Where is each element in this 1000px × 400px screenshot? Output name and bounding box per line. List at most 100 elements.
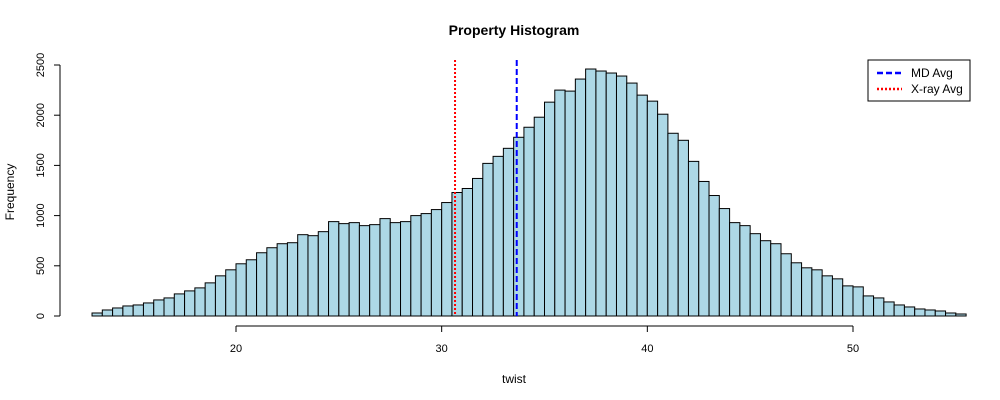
histogram-bar [122, 305, 134, 317]
histogram-bar [595, 70, 607, 317]
histogram-bar [924, 309, 936, 317]
histogram-bar [441, 202, 453, 317]
histogram-bar [389, 222, 402, 317]
histogram-bar [502, 147, 515, 317]
histogram-bar [759, 240, 772, 317]
histogram-bar [451, 192, 463, 317]
histogram-bar [173, 293, 186, 317]
histogram-bar [801, 267, 813, 317]
histogram-bar [873, 297, 885, 317]
y-tick-label: 1000 [35, 203, 47, 227]
histogram-bar [101, 309, 114, 317]
histogram-bar [646, 100, 659, 317]
histogram-bar [903, 306, 916, 317]
histogram-bar [893, 304, 905, 317]
histogram-bar [482, 162, 494, 317]
histogram-bar [749, 233, 761, 317]
y-tick-label: 500 [35, 257, 47, 275]
histogram-bar [225, 269, 237, 317]
histogram-bar [770, 243, 782, 317]
histogram-bar [914, 308, 926, 317]
x-axis-label: twist [502, 372, 527, 386]
y-axis: 0 500 1000 1500 2000 2500 [35, 53, 61, 319]
histogram-bar [328, 221, 340, 317]
histogram-bar [379, 218, 391, 317]
histogram-bar [677, 139, 689, 317]
histogram-bar [934, 310, 947, 317]
histogram-bar [945, 312, 957, 317]
histogram-bar [235, 263, 247, 317]
histogram-bar [718, 208, 731, 317]
histogram-bar [657, 113, 669, 317]
histogram-bar [883, 301, 895, 317]
histogram-bar [256, 252, 268, 317]
histogram-bar [430, 209, 443, 317]
histogram-bar [842, 285, 854, 317]
histogram-bar [821, 275, 833, 317]
histogram-bar [338, 223, 350, 317]
histogram-bar [214, 275, 227, 317]
histogram-bar [420, 213, 432, 317]
average-lines [454, 60, 518, 316]
histogram-bar [852, 286, 864, 317]
histogram-bar [461, 187, 474, 317]
histogram-bar [698, 180, 710, 317]
histogram-bar [153, 299, 165, 317]
histogram-bar [184, 290, 196, 317]
histogram-bar [204, 282, 216, 317]
histogram-bar [513, 136, 525, 317]
histogram-bar [163, 297, 175, 317]
histogram-bar [194, 287, 206, 317]
histogram-bar [955, 313, 967, 317]
histogram-bar [585, 68, 597, 317]
histogram-bar [132, 304, 144, 317]
histogram-bar [564, 90, 576, 317]
histogram-bar [91, 312, 103, 317]
histogram-bar [297, 234, 309, 317]
histogram-bar [286, 242, 299, 317]
histogram-bar [708, 195, 720, 317]
histogram-bar [472, 177, 484, 317]
histogram-bar [523, 126, 535, 317]
histogram-bar [307, 235, 319, 317]
x-tick-label: 50 [847, 343, 859, 355]
histogram-bar [605, 72, 617, 317]
histogram-bars [91, 68, 967, 317]
histogram-bar [533, 116, 545, 317]
histogram-bar [317, 231, 330, 317]
y-axis-label: Frequency [3, 164, 17, 221]
y-tick-label: 2500 [35, 53, 47, 77]
histogram-bar [554, 89, 566, 317]
histogram-bar [862, 295, 875, 317]
y-tick-label: 2000 [35, 103, 47, 127]
legend: MD Avg X-ray Avg [867, 59, 971, 102]
histogram-bar [266, 247, 278, 317]
histogram-bar [831, 278, 844, 317]
histogram-bar [739, 225, 751, 317]
x-tick-label: 20 [230, 343, 242, 355]
legend-md-avg-label: MD Avg [911, 66, 953, 80]
x-axis: 20 30 40 50 [230, 325, 859, 355]
histogram-bar [667, 132, 679, 317]
histogram-bar [492, 155, 504, 317]
histogram-bar [112, 307, 124, 317]
x-tick-label: 40 [641, 343, 653, 355]
histogram-bar [626, 82, 638, 317]
histogram-bar [400, 221, 412, 317]
histogram-bar [780, 253, 792, 317]
histogram-bar [636, 94, 648, 317]
histogram-bar [142, 302, 155, 317]
histogram-bar [348, 222, 360, 317]
histogram-bar [276, 243, 288, 317]
chart-title: Property Histogram [449, 22, 580, 38]
histogram-bar [574, 78, 587, 317]
y-tick-label: 1500 [35, 153, 47, 177]
y-tick-label: 0 [35, 313, 47, 319]
histogram-bar [358, 225, 371, 317]
histogram-bar [544, 101, 556, 317]
legend-box [867, 59, 971, 102]
histogram-bar [729, 222, 741, 317]
histogram-bar [369, 224, 381, 317]
histogram-bar [245, 259, 258, 317]
